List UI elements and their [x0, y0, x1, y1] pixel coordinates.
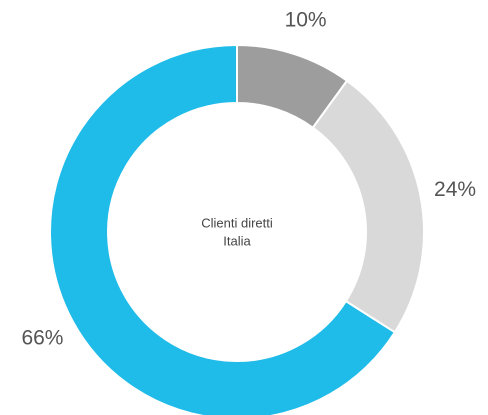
donut-segment: [236, 43, 349, 130]
center-label: Italia: [223, 233, 251, 248]
value-label: 10%: [285, 8, 327, 31]
donut-segment: [49, 43, 397, 415]
donut-segment: [311, 79, 425, 334]
value-label: 66%: [21, 326, 63, 349]
value-label: 24%: [434, 178, 476, 201]
center-label: Clienti diretti: [201, 215, 273, 230]
